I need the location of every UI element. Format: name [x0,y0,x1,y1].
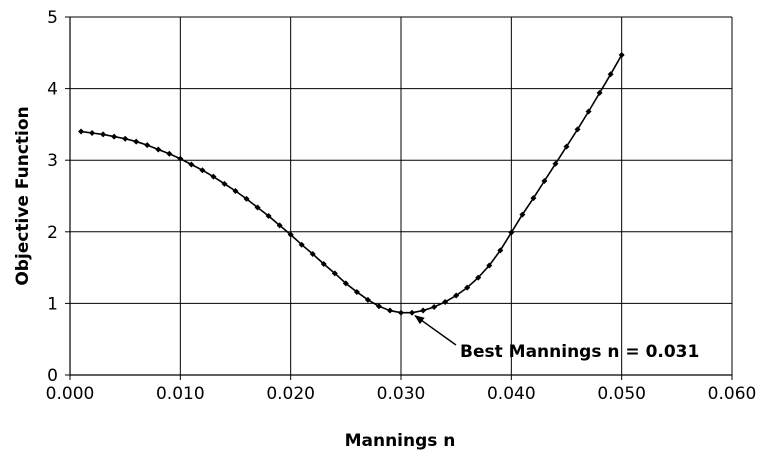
data-point [552,160,559,167]
y-tick-label: 5 [47,8,58,28]
data-point [530,195,537,202]
data-point [442,298,449,305]
y-tick-label: 2 [47,223,58,243]
data-point [486,262,493,269]
data-point [177,155,184,162]
data-point [453,292,460,299]
data-point [563,143,570,150]
series-layer [78,51,625,316]
annotation-layer: Best Mannings n = 0.031 [414,315,699,362]
data-point [100,131,107,138]
x-tick-label: 0.050 [597,384,646,404]
annotation-arrow [414,315,457,346]
data-point [331,270,338,277]
data-point [618,51,625,58]
data-point [166,150,173,157]
x-tick-label: 0.030 [377,384,426,404]
data-point [375,303,382,310]
data-point [111,133,118,140]
y-tick-label: 4 [47,80,58,100]
x-tick-label: 0.060 [708,384,757,404]
data-point [243,195,250,202]
data-point [78,128,85,135]
y-tick-label: 0 [47,366,58,386]
data-point [519,211,526,218]
y-axis-title: Objective Function [13,106,33,285]
data-point [133,138,140,145]
data-point [585,108,592,115]
data-point [431,303,438,310]
data-point [409,309,416,316]
data-point [254,204,261,211]
data-point [89,129,96,136]
data-point [221,180,228,187]
data-point [596,89,603,96]
x-axis-title: Mannings n [345,431,456,451]
y-tick-label: 1 [47,294,58,314]
data-point [353,288,360,295]
data-point [298,241,305,248]
data-point [188,161,195,168]
x-tick-label: 0.000 [46,384,95,404]
data-point [320,261,327,268]
data-point [497,247,504,254]
annotation-label: Best Mannings n = 0.031 [460,342,699,362]
data-point [541,177,548,184]
data-point [210,173,217,180]
data-point [287,231,294,238]
data-point [342,280,349,287]
data-point [508,229,515,236]
data-point [574,126,581,133]
data-point [309,250,316,257]
data-point [386,307,393,314]
x-tick-label: 0.010 [156,384,205,404]
data-point [398,309,404,316]
data-point [475,274,482,281]
data-point [155,146,162,153]
x-tick-label: 0.040 [487,384,536,404]
data-point [232,187,239,194]
data-point [364,296,371,303]
data-point [199,167,206,174]
data-point [420,307,427,314]
data-point [265,213,272,220]
y-tick-label: 3 [47,151,58,171]
axes [65,16,733,380]
tick-labels: 0.000 0.010 0.020 0.030 0.040 0.050 0.060 0 1 2 3 4… [46,8,757,404]
data-point [122,135,129,142]
data-point [607,71,614,78]
data-point [464,284,471,291]
data-point [144,142,151,149]
x-tick-label: 0.020 [266,384,315,404]
data-point [276,222,283,229]
